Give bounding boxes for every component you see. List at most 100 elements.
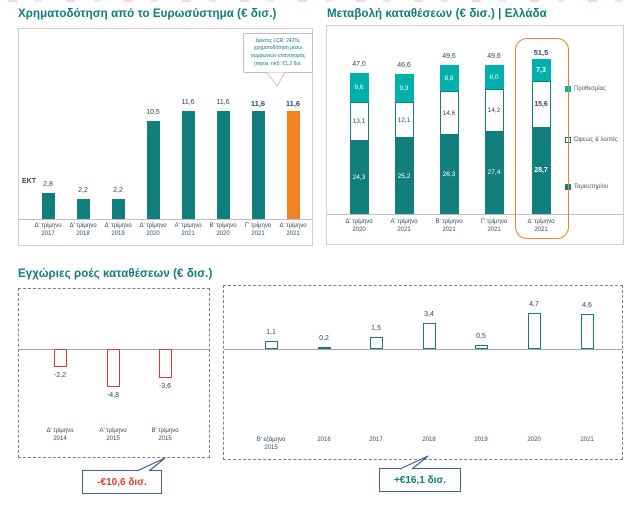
x-axis-label-line: Δ' τρίμηνο	[69, 223, 97, 229]
x-axis-label-line: 2015	[264, 445, 278, 452]
x-axis-label-line: 2020	[352, 227, 366, 234]
x-axis	[327, 214, 623, 215]
funding-bar	[146, 121, 160, 219]
funding-bar	[251, 111, 265, 219]
bar-value-label: 4,7	[529, 300, 539, 308]
x-axis-label-line: 2020	[527, 437, 541, 443]
bar-value-label: 0,2	[319, 335, 329, 342]
x-axis-label-line: Δ' τρίμηνο	[104, 223, 132, 229]
negative-total-callout: -€10,6 δισ.	[82, 457, 166, 494]
domestic-flows-title: Εγχώριες ροές καταθέσεων (€ δισ.)	[18, 268, 213, 280]
x-axis-label-line: 2021	[580, 437, 594, 443]
bar-value-label: 1,1	[266, 328, 276, 336]
bar-segment: 24,3	[349, 141, 369, 214]
x-axis-label-line: 2017	[41, 231, 55, 238]
x-axis-label-line: 2021	[397, 227, 411, 234]
x-axis-label: Δ' τρίμηνο 2017	[34, 222, 61, 238]
inflow-bar	[580, 313, 594, 349]
positive-total-callout: +€16,1 δισ.	[379, 455, 461, 492]
x-axis-label: Δ' τρίμηνο 2021	[527, 218, 554, 234]
ekt-label: ΕΚΤ	[22, 178, 36, 185]
bar-value-label: 3,4	[424, 310, 434, 318]
bar-segment: 12,1	[394, 102, 414, 139]
inflow-bar	[474, 345, 488, 349]
x-axis	[224, 349, 622, 350]
lcr-callout: Δείκτης LCR: 242%, χρηματοδότηση μέσω συ…	[243, 33, 313, 73]
x-axis-label-line: Α' τρίμηνο	[99, 428, 127, 434]
deposits-chart-title: Μεταβολή καταθέσεων (€ δισ.) | Ελλάδα	[327, 8, 547, 20]
deposit-stacked-bar: 28,7 15,6 7,3	[531, 59, 551, 214]
bar-segment: 25,2	[394, 138, 414, 214]
inflow-bar	[527, 312, 541, 349]
positive-total-text: +€16,1 δισ.	[393, 474, 447, 486]
x-axis-label: Δ' τρίμηνο 2021	[279, 222, 306, 238]
x-axis	[19, 219, 312, 220]
bar-segment: 13,1	[349, 101, 369, 142]
x-axis-label: 2019	[474, 436, 487, 444]
x-axis-label: Α' τρίμηνο 2015	[99, 427, 126, 443]
callout-tail-icon	[399, 455, 429, 470]
bar-segment: 9,3	[394, 74, 414, 103]
eurosystem-chart-title: Χρηματοδότηση από το Ευρωσύστημα (€ δισ.…	[18, 8, 277, 20]
bar-total-label: 46,6	[397, 62, 411, 70]
x-axis-label-line: 2020	[146, 231, 160, 238]
legend-label: Ταμιευτηρίου	[574, 184, 609, 190]
x-axis-label: Α' τρίμηνο 2021	[390, 218, 417, 234]
legend-item: Όψεως & λοιπές	[565, 137, 618, 143]
x-axis-label: 2021	[580, 436, 593, 444]
bar-segment: 14,2	[484, 89, 504, 132]
x-axis-label-line: 2021	[534, 227, 548, 234]
legend-item: Προθεσμίας	[565, 86, 606, 92]
x-axis-label: Δ' τρίμηνο 2014	[46, 427, 73, 443]
bar-value-label: 11,6	[181, 99, 195, 107]
x-axis-label-line: Β' εξάμηνο	[256, 437, 286, 443]
bar-value-label: 2,2	[113, 186, 123, 194]
x-axis-label: 2016	[317, 436, 330, 444]
bar-total-label: 49,6	[442, 53, 456, 61]
x-axis-label-line: Δ' τρίμηνο	[34, 223, 62, 229]
x-axis-label-line: 2020	[216, 231, 230, 238]
x-axis-label-line: Δ' τρίμηνο	[279, 223, 307, 229]
bar-value-label: 2,8	[43, 180, 53, 188]
x-axis-label-line: Δ' τρίμηνο	[527, 219, 555, 225]
bar-segment: 15,6	[531, 81, 551, 128]
bar-value-label: 11,6	[216, 99, 230, 107]
x-axis-label: Β' εξάμηνο 2015	[257, 436, 286, 452]
bar-segment: 26,3	[439, 135, 459, 214]
x-axis-label-line: Γ' τρίμηνο	[244, 223, 272, 229]
x-axis-label: 2020	[527, 436, 540, 444]
bar-value-label: 10,5	[146, 109, 160, 117]
x-axis-label-line: 2021	[487, 227, 501, 234]
x-axis-label: Δ' τρίμηνο 2018	[69, 222, 96, 238]
flows-positive-box: 1,1 Β' εξάμηνο 2015 0,2 2016 1,5 2017 3,4 2018 0,…	[223, 285, 623, 460]
funding-bar	[111, 198, 125, 219]
bar-segment: 7,3	[531, 59, 551, 82]
eurosystem-chart-panel: ΕΚΤ Δείκτης LCR: 242%, χρηματοδότηση μέσ…	[18, 28, 313, 246]
negative-total-text: -€10,6 δισ.	[97, 476, 147, 488]
bar-value-label: -3,6	[158, 382, 172, 390]
bar-value-label: -2,2	[53, 371, 67, 379]
x-axis-label-line: Α' τρίμηνο	[174, 223, 202, 229]
bar-total-label: 51,5	[533, 47, 549, 57]
x-axis-label-line: 2015	[106, 436, 120, 443]
x-axis-label-line: Δ' τρίμηνο	[139, 223, 167, 229]
x-axis-label-line: 2015	[158, 436, 172, 443]
bar-value-label: 1,5	[371, 325, 381, 333]
x-axis-label-line: Β' τρίμηνο	[209, 223, 237, 229]
bar-segment: 28,7	[531, 127, 551, 214]
bar-segment: 8,8	[439, 64, 459, 92]
lcr-callout-line: Δείκτης LCR: 242%,	[255, 37, 301, 44]
x-axis-label-line: Β' τρίμηνο	[435, 219, 463, 225]
x-axis-label-line: Β' τρίμηνο	[151, 428, 179, 434]
funding-bar	[76, 198, 90, 219]
x-axis-label-line: Δ' τρίμηνο	[345, 219, 373, 225]
bar-segment: 9,6	[349, 73, 369, 102]
deposits-chart-panel: 24,3 13,1 9,6 47,0 25,2 12,1 9,3 46,6 26,3 14,6 8,…	[326, 25, 624, 245]
x-axis-label: Γ' τρίμηνο 2021	[245, 222, 271, 238]
bar-value-label: 4,6	[582, 301, 592, 309]
x-axis-label-line: 2021	[286, 231, 300, 238]
lcr-callout-line: συμφωνιών επαναγοράς	[250, 53, 306, 59]
lcr-callout-line: (repos, net): €1,2 δισ.	[254, 60, 302, 67]
bar-value-label: 11,6	[285, 99, 301, 109]
bar-total-label: 47,0	[352, 61, 366, 68]
